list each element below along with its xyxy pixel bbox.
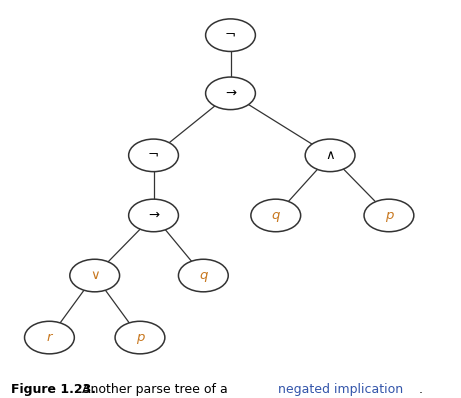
Text: Figure 1.23.: Figure 1.23. <box>11 383 96 396</box>
Ellipse shape <box>305 139 355 172</box>
Text: Another parse tree of a: Another parse tree of a <box>74 383 232 396</box>
Text: .: . <box>418 383 422 396</box>
Ellipse shape <box>129 139 178 172</box>
Text: ∧: ∧ <box>325 149 335 162</box>
Text: ∨: ∨ <box>90 269 100 282</box>
Ellipse shape <box>115 321 165 354</box>
Ellipse shape <box>178 259 228 292</box>
Ellipse shape <box>70 259 119 292</box>
Text: negated implication: negated implication <box>278 383 403 396</box>
Ellipse shape <box>129 199 178 232</box>
Ellipse shape <box>24 321 74 354</box>
Ellipse shape <box>206 77 255 109</box>
Text: p: p <box>136 331 144 344</box>
Text: q: q <box>199 269 207 282</box>
Text: p: p <box>385 209 393 222</box>
Text: →: → <box>225 87 236 100</box>
Text: r: r <box>47 331 52 344</box>
Text: q: q <box>272 209 280 222</box>
Ellipse shape <box>251 199 301 232</box>
Ellipse shape <box>364 199 414 232</box>
Text: ¬: ¬ <box>148 149 159 162</box>
Text: →: → <box>148 209 159 222</box>
Ellipse shape <box>206 19 255 51</box>
Text: ¬: ¬ <box>225 29 236 42</box>
